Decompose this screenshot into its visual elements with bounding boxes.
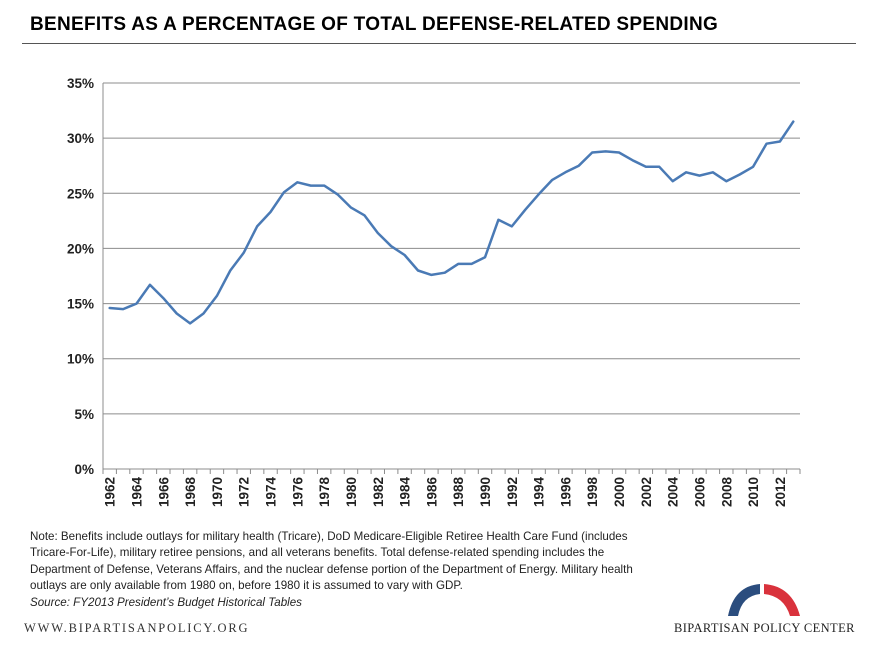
y-axis-ticks: 0% 5% 10% 15% 20% 25% 30% 35%	[67, 76, 94, 477]
gridlines	[103, 82, 800, 415]
x-tick-label: 2000	[612, 477, 627, 507]
x-tick-label: 2010	[746, 477, 761, 507]
y-tick-label: 25%	[67, 186, 94, 201]
y-tick-label: 30%	[67, 131, 94, 146]
x-tick-label: 1994	[532, 477, 547, 508]
bpc-logo-icon	[728, 584, 800, 616]
x-tick-label: 1992	[505, 477, 520, 507]
line-chart: 0%5%10%15%20%25%30%35% 1962 1964 1966 1968 1…	[67, 76, 801, 508]
x-axis	[102, 83, 801, 474]
chart-note: Note: Benefits include outlays for milit…	[30, 529, 730, 611]
x-tick-label: 1972	[237, 477, 252, 507]
x-tick-label: 1980	[344, 477, 359, 507]
x-tick-label: 2012	[773, 477, 788, 507]
y-tick-label: 10%	[67, 352, 94, 367]
y-tick-label: 0%	[74, 462, 94, 477]
x-tick-label: 1970	[210, 477, 225, 507]
note-line: Tricare-For-Life), military retiree pens…	[30, 546, 605, 560]
x-tick-label: 1978	[317, 477, 332, 508]
x-tick-label: 1986	[424, 477, 439, 508]
logo-red-arc	[764, 584, 800, 616]
x-tick-label: 1998	[585, 477, 600, 508]
x-tick-label: 2008	[719, 477, 734, 508]
chart-title: BENEFITS AS A PERCENTAGE OF TOTAL DEFENS…	[30, 14, 719, 35]
x-tick-label: 2002	[639, 477, 654, 507]
x-tick-label: 1996	[558, 477, 573, 508]
x-tick-label: 2004	[666, 477, 681, 508]
note-line: Department of Defense, Veterans Affairs,…	[30, 562, 633, 576]
series-line	[108, 120, 795, 325]
x-tick-label: 1962	[103, 477, 118, 507]
y-tick-label: 35%	[67, 76, 94, 91]
x-tick-label: 1988	[451, 477, 466, 508]
x-tick-label: 1966	[156, 477, 171, 508]
y-tick-label: 5%	[74, 407, 94, 422]
series-layer	[108, 120, 795, 325]
logo-blue-arc	[728, 584, 760, 616]
x-tick-label: 1984	[398, 477, 413, 508]
x-tick-label: 1964	[130, 477, 145, 508]
note-line: outlays are only available from 1980 on,…	[30, 579, 463, 593]
y-tick-label: 15%	[67, 297, 94, 312]
website-link[interactable]: WWW.BIPARTISANPOLICY.ORG	[24, 621, 250, 635]
x-tick-label: 1974	[264, 477, 279, 508]
title-divider	[22, 43, 856, 44]
x-tick-label: 1968	[183, 477, 198, 508]
x-tick-label: 1982	[371, 477, 386, 507]
y-tick-label: 20%	[67, 241, 94, 256]
organization-name: BIPARTISAN POLICY CENTER	[674, 621, 855, 635]
note-line: Note: Benefits include outlays for milit…	[30, 530, 628, 543]
x-tick-label: 1990	[478, 477, 493, 507]
x-axis-ticks: 1962 1964 1966 1968 1970 1972 1974 1976 1978 1980…	[103, 477, 788, 508]
source-citation: Source: FY2013 President’s Budget Histor…	[30, 595, 302, 609]
x-tick-label: 1976	[290, 477, 305, 508]
x-tick-label: 2006	[692, 477, 707, 508]
